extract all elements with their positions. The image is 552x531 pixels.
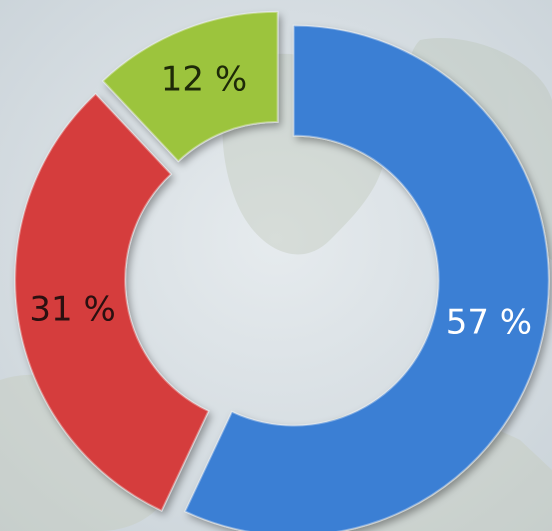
value-label: 12 % bbox=[161, 59, 247, 99]
value-label: 57 % bbox=[446, 303, 532, 343]
plot-area: 57 % 31 % 12 % bbox=[14, 10, 550, 531]
donut-segment bbox=[183, 24, 550, 531]
value-label: 31 % bbox=[29, 290, 115, 330]
donut-segment bbox=[101, 10, 279, 163]
donut-segment bbox=[14, 92, 210, 512]
